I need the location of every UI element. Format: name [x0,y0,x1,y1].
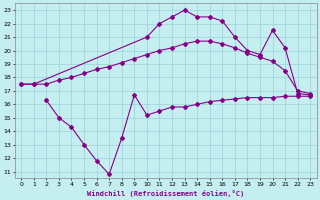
X-axis label: Windchill (Refroidissement éolien,°C): Windchill (Refroidissement éolien,°C) [87,190,244,197]
